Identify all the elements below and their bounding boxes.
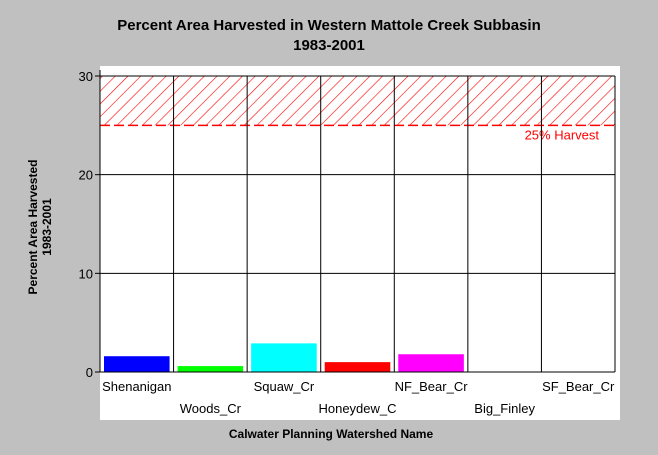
chart-title-line-2: 1983-2001: [293, 37, 365, 54]
bar-honeydew-c: Honeydew_C: [324, 362, 391, 372]
bar-nf-bear-cr: NF_Bear_Cr: [398, 354, 464, 372]
y-tick-label: 30: [79, 69, 93, 84]
x-category-label: Squaw_Cr: [254, 379, 315, 394]
x-category-label: SF_Bear_Cr: [542, 379, 615, 394]
x-axis-title: Calwater Planning Watershed Name: [229, 427, 434, 441]
y-tick-label: 20: [79, 168, 93, 183]
x-category-label: Honeydew_C: [318, 401, 396, 416]
bar-woods-cr: Woods_Cr: [177, 366, 244, 372]
x-category-label: NF_Bear_Cr: [395, 379, 469, 394]
y-axis-title: Percent Area Harvested 1983-2001: [26, 160, 54, 295]
x-category-label: Shenanigan: [102, 379, 171, 394]
chart-title-line-1: Percent Area Harvested in Western Mattol…: [117, 17, 540, 34]
bar-squaw-cr: Squaw_Cr: [251, 343, 317, 372]
threshold-label: 25% Harvest: [525, 127, 600, 142]
y-axis-title-line-2: 1983-2001: [40, 198, 54, 256]
y-tick-label: 0: [86, 365, 93, 380]
x-category-label: Big_Finley: [474, 401, 535, 416]
x-category-label: Woods_Cr: [180, 401, 242, 416]
y-tick-label: 10: [79, 266, 93, 281]
y-axis-title-line-1: Percent Area Harvested: [26, 160, 40, 295]
bar-shenanigan: Shenanigan: [104, 356, 170, 372]
threshold-zone: [100, 76, 615, 126]
